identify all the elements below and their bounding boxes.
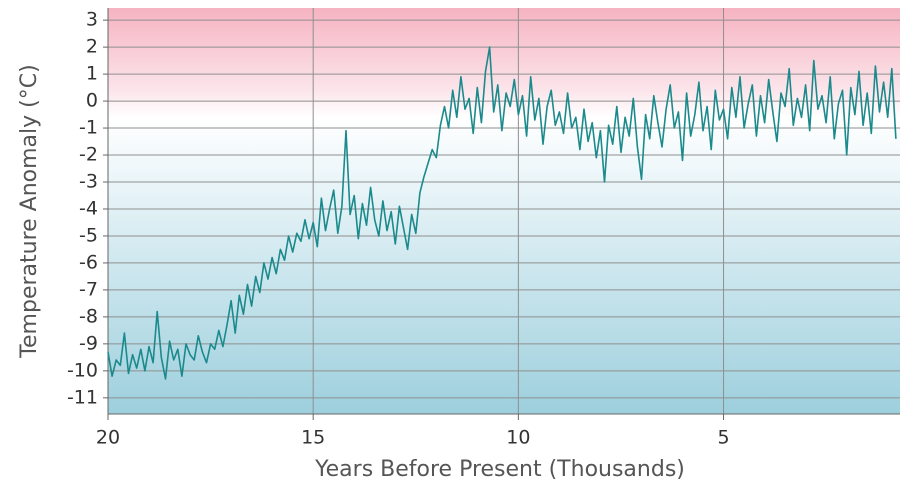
y-tick-label: -7 [79, 278, 98, 300]
data-line [107, 46, 897, 380]
x-tick-label: 5 [717, 427, 729, 449]
y-tick-label: 0 [86, 90, 98, 112]
x-tick-label: 20 [96, 427, 120, 449]
x-tick-label: 15 [301, 427, 325, 449]
y-tick-label: -8 [79, 305, 98, 327]
plot-background [108, 8, 900, 414]
y-tick-label: -1 [79, 117, 98, 139]
y-tick-label: -9 [79, 332, 98, 354]
y-tick-label: -11 [67, 386, 98, 408]
y-tick-label: -6 [79, 251, 98, 273]
y-tick-label: -5 [79, 224, 98, 246]
y-tick-label: -2 [79, 144, 98, 166]
y-tick-label: 3 [86, 9, 98, 31]
x-axis-title: Years Before Present (Thousands) [314, 457, 685, 482]
y-tick-label: -4 [79, 197, 98, 219]
x-tick-label: 10 [506, 427, 530, 449]
y-tick-label: -3 [79, 171, 98, 193]
y-tick-label: 1 [86, 63, 98, 85]
y-tick-label: 2 [86, 36, 98, 58]
y-axis-title: Temperature Anomaly (°C) [17, 64, 42, 358]
y-tick-label: -10 [67, 359, 98, 381]
